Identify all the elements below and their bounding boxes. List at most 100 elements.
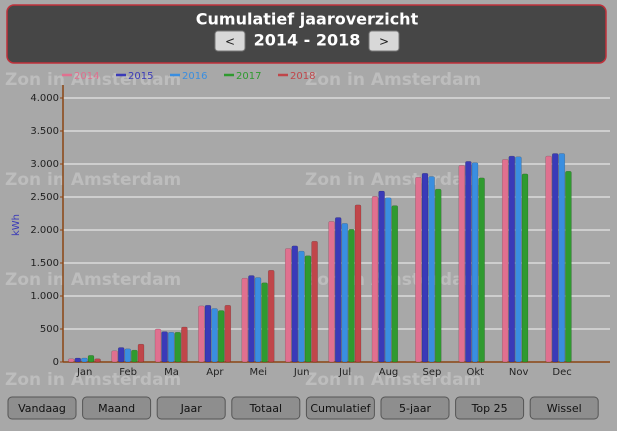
bar xyxy=(434,188,442,363)
title: Cumulatief jaaroverzicht xyxy=(196,10,419,29)
legend-label: 2014 xyxy=(74,71,99,82)
watermark: Zon in Amsterdam xyxy=(5,170,181,190)
watermark: Zon in Amsterdam xyxy=(305,70,481,90)
nav-button-label[interactable]: Cumulatief xyxy=(310,402,371,415)
watermark: Zon in Amsterdam xyxy=(5,370,181,390)
bar xyxy=(415,176,422,363)
bar xyxy=(261,282,268,363)
bar xyxy=(154,328,162,363)
bar xyxy=(428,176,435,363)
bar xyxy=(341,223,349,363)
nav-button[interactable] xyxy=(156,396,226,420)
nav-button-label[interactable]: Jaar xyxy=(180,402,203,415)
bar xyxy=(137,343,145,363)
nav-button-label[interactable]: 5-jaar xyxy=(399,402,432,415)
nav-button[interactable] xyxy=(305,396,375,420)
y-tick-label: 3.000 xyxy=(30,159,59,170)
y-tick-label: 2.500 xyxy=(30,192,59,203)
y-tick-label: 4.000 xyxy=(30,93,59,104)
bar xyxy=(558,153,566,363)
nav-button-label[interactable]: Vandaag xyxy=(18,402,66,415)
legend-label: 2018 xyxy=(290,71,315,82)
header-panel xyxy=(6,4,607,64)
y-tick-label: 1.000 xyxy=(30,291,59,302)
bar xyxy=(334,217,342,363)
y-tick-label: 1.500 xyxy=(30,258,59,269)
x-tick-label: Apr xyxy=(206,367,224,378)
bar xyxy=(311,240,318,363)
legend-label: 2017 xyxy=(236,71,261,82)
nav-button[interactable] xyxy=(82,396,152,420)
bar xyxy=(284,248,292,363)
bar xyxy=(94,358,101,363)
bar xyxy=(348,229,355,363)
nav-button[interactable] xyxy=(529,396,599,420)
x-tick-label: Jun xyxy=(293,367,310,378)
bar xyxy=(111,350,118,363)
bar xyxy=(378,190,385,363)
bar xyxy=(458,165,466,363)
nav-button-label[interactable]: Maand xyxy=(98,402,135,415)
nav-button[interactable] xyxy=(380,396,450,420)
bar xyxy=(174,332,182,363)
nav-button-label[interactable]: Wissel xyxy=(547,402,582,415)
bar xyxy=(198,305,205,363)
next-label[interactable]: > xyxy=(379,35,389,49)
bar xyxy=(211,308,218,363)
bar xyxy=(131,349,138,363)
x-tick-label: Feb xyxy=(119,367,137,378)
bar xyxy=(298,250,305,363)
y-axis-label: kWh xyxy=(11,214,22,236)
button-bar: Vandaag Maand Jaar Totaal Cumulatief 5-jaar To… xyxy=(7,396,599,420)
bar xyxy=(161,331,168,363)
bar xyxy=(521,173,529,363)
bar xyxy=(384,197,392,363)
y-tick-label: 2.000 xyxy=(30,225,59,236)
x-tick-label: Jul xyxy=(338,367,351,378)
bar xyxy=(391,205,399,363)
next-button[interactable] xyxy=(368,30,400,52)
bar xyxy=(371,196,379,363)
y-tick-label: 3.500 xyxy=(30,126,59,137)
bar xyxy=(478,177,485,363)
nav-button[interactable] xyxy=(455,396,525,420)
bar xyxy=(224,304,232,363)
bar xyxy=(181,326,188,363)
prev-button[interactable] xyxy=(214,30,246,52)
bar xyxy=(254,277,262,363)
bar xyxy=(565,171,572,363)
nav-button[interactable] xyxy=(7,396,77,420)
x-tick-label: Aug xyxy=(379,367,399,378)
legend-label: 2015 xyxy=(128,71,153,82)
watermark: Zon in Amsterdam xyxy=(5,70,181,90)
bar xyxy=(117,347,125,363)
nav-button-label[interactable]: Totaal xyxy=(249,402,282,415)
y-tick-label: 500 xyxy=(40,324,59,335)
bar xyxy=(267,270,275,363)
period: 2014 - 2018 xyxy=(254,31,361,50)
bar xyxy=(304,255,312,363)
watermark: Zon in Amsterdam xyxy=(5,270,181,290)
x-tick-label: Nov xyxy=(509,367,529,378)
bar xyxy=(167,332,175,363)
bar xyxy=(421,172,429,363)
watermark: Zon in Amsterdam xyxy=(305,170,481,190)
y-tick-label: 0 xyxy=(53,357,59,368)
nav-button[interactable] xyxy=(231,396,301,420)
legend-label: 2016 xyxy=(182,71,207,82)
prev-label[interactable]: < xyxy=(225,35,235,49)
bar xyxy=(328,221,335,363)
x-tick-label: Sep xyxy=(422,367,441,378)
x-tick-label: Okt xyxy=(467,367,485,378)
bar xyxy=(67,358,75,363)
x-tick-label: Jan xyxy=(76,367,92,378)
bar xyxy=(551,153,559,363)
x-tick-label: Mei xyxy=(250,367,268,378)
x-tick-label: Dec xyxy=(552,367,571,378)
bar xyxy=(465,161,472,363)
bar xyxy=(241,277,249,363)
nav-button-label[interactable]: Top 25 xyxy=(471,402,508,415)
plot: 0 500 1.000 1.500 2.000 2.500 3.000 3.500 4.000 k… xyxy=(11,71,610,378)
bar xyxy=(545,155,552,363)
